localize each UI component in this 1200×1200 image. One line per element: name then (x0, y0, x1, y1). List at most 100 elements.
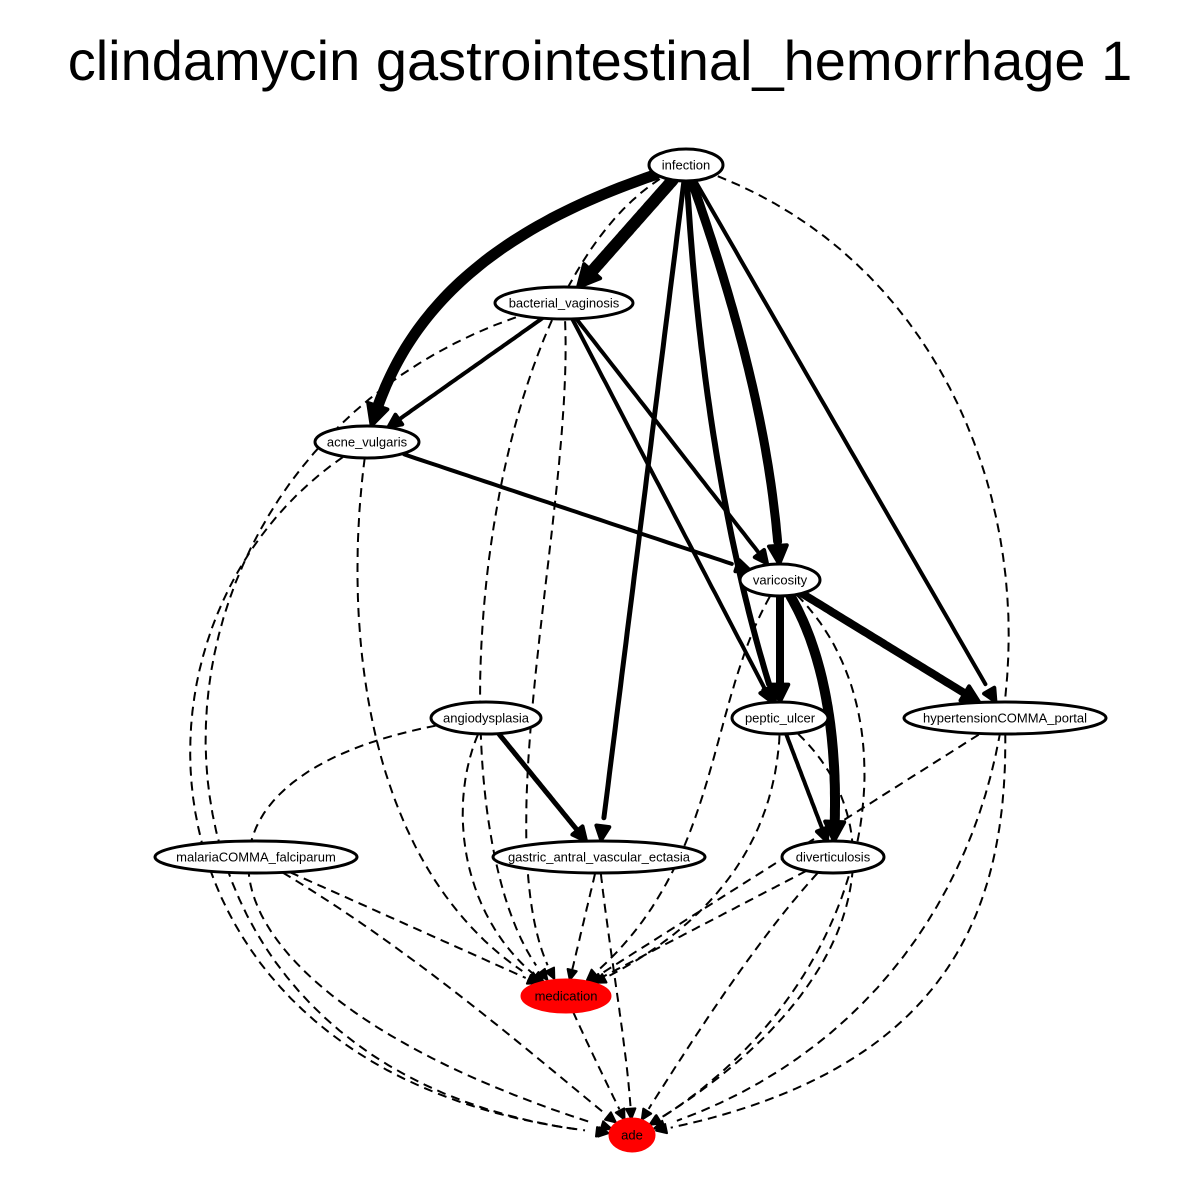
node-ellipse (902, 700, 1108, 736)
edge-line (282, 871, 606, 1115)
node-label: acne_vulgaris (327, 435, 408, 450)
edge-bacterial-vaginosis-to-peptic-ulcer (570, 317, 774, 704)
node-angiodysplasia: angiodysplasia (429, 700, 543, 736)
node-ellipse (608, 1117, 656, 1153)
edge-peptic-ulcer-to-ade (648, 733, 855, 1126)
edge-medication-to-ade (572, 1011, 626, 1121)
edge-infection-to-varicosity (687, 177, 789, 566)
edge-acne-vulgaris-to-varicosity (402, 452, 751, 574)
node-diverticulosis: diverticulosis (780, 839, 886, 875)
edge-bacterial-vaginosis-to-medication (525, 321, 567, 980)
node-label: diverticulosis (796, 850, 871, 865)
edge-line (605, 735, 781, 979)
edge-line (189, 456, 586, 1132)
edge-line (396, 316, 545, 422)
edge-infection-to-hypertensioncomma-portal (693, 179, 998, 704)
arrowhead (625, 1107, 637, 1120)
node-label: varicosity (753, 573, 808, 588)
arrowhead (758, 685, 774, 704)
edge-angiodysplasia-to-gastric-antral-vascular-ectasia (496, 731, 588, 843)
edge-line (461, 734, 533, 974)
node-gastric-antral-vascular-ectasia: gastric_antral_vascular_ectasia (491, 839, 707, 875)
arrowhead (982, 685, 998, 704)
edge-line (687, 177, 783, 546)
node-ellipse (647, 147, 725, 183)
edge-infection-to-gastric-antral-vascular-ectasia (594, 179, 687, 842)
arrowhead (604, 1111, 617, 1124)
edge-line (586, 174, 679, 278)
arrowhead (640, 1107, 653, 1121)
node-label: bacterial_vaginosis (509, 296, 620, 311)
edge-line (496, 731, 580, 833)
edge-line (601, 179, 687, 821)
edge-line (372, 169, 661, 411)
node-label: ade (621, 1128, 643, 1143)
edge-malariacomma-falciparum-to-ade (282, 871, 617, 1124)
arrowhead (594, 823, 612, 842)
node-acne-vulgaris: acne_vulgaris (313, 424, 421, 460)
edge-line (647, 872, 819, 1110)
arrowhead (614, 1107, 626, 1121)
edge-line (785, 591, 840, 825)
edge-angiodysplasia-to-ade (247, 724, 613, 1132)
arrowhead (525, 974, 540, 985)
arrowhead (733, 558, 751, 574)
arrowhead (958, 684, 982, 705)
edge-gastric-antral-vascular-ectasia-to-ade (599, 873, 637, 1120)
edge-infection-to-bacterial-vaginosis (576, 174, 679, 290)
node-ellipse (738, 562, 822, 598)
edge-line (659, 733, 855, 1120)
edge-line (575, 317, 760, 554)
edge-diverticulosis-to-ade (640, 872, 819, 1121)
arrowhead (544, 966, 556, 980)
edge-varicosity-to-hypertensioncomma-portal (798, 589, 982, 705)
arrowhead (576, 262, 603, 290)
arrowhead (599, 1120, 613, 1132)
node-peptic-ulcer: peptic_ulcer (730, 700, 830, 736)
arrowhead (767, 543, 789, 566)
edge-varicosity-to-peptic-ulcer (769, 592, 791, 704)
node-infection: infection (647, 147, 725, 183)
node-label: gastric_antral_vascular_ectasia (508, 850, 691, 865)
edge-line (525, 321, 567, 966)
node-ellipse (153, 839, 359, 875)
edge-line (601, 870, 807, 979)
graph-title: clindamycin gastrointestinal_hemorrhage … (67, 29, 1133, 92)
edge-line (599, 873, 632, 1109)
node-label: hypertensionCOMMA_portal (923, 711, 1087, 726)
edge-line (204, 316, 581, 1131)
edge-line (670, 734, 1007, 1129)
node-ellipse (429, 700, 543, 736)
edge-line (289, 871, 527, 979)
edge-line (599, 596, 771, 970)
arrowhead (366, 401, 390, 428)
arrowhead (566, 968, 578, 981)
arrowhead (769, 682, 791, 704)
node-ade: ade (608, 1117, 656, 1153)
node-label: malariaCOMMA_falciparum (176, 850, 336, 865)
arrowhead (655, 1123, 668, 1135)
node-ellipse (520, 978, 612, 1014)
node-hypertensioncomma-portal: hypertensionCOMMA_portal (902, 700, 1108, 736)
edge-malariacomma-falciparum-to-medication (289, 871, 540, 985)
node-label: medication (535, 989, 598, 1004)
edge-line (571, 873, 596, 970)
edge-diverticulosis-to-medication (590, 870, 807, 984)
arrowhead (570, 824, 588, 843)
node-ellipse (730, 700, 830, 736)
nodes-layer: infection bacterial_vaginosis acne_vulgari… (153, 147, 1108, 1153)
node-ellipse (313, 424, 421, 460)
edge-infection-to-acne-vulgaris (366, 169, 661, 428)
edge-line (676, 175, 1010, 1122)
edges-layer (189, 169, 1010, 1138)
node-ellipse (491, 839, 707, 875)
edge-infection-to-ade (653, 175, 1010, 1131)
arrowhead (752, 548, 769, 566)
arrowhead (386, 412, 405, 429)
edge-line (684, 181, 772, 687)
arrowhead (648, 1114, 662, 1126)
arrowhead (590, 972, 604, 984)
edge-line (798, 589, 969, 698)
node-varicosity: varicosity (738, 562, 822, 598)
